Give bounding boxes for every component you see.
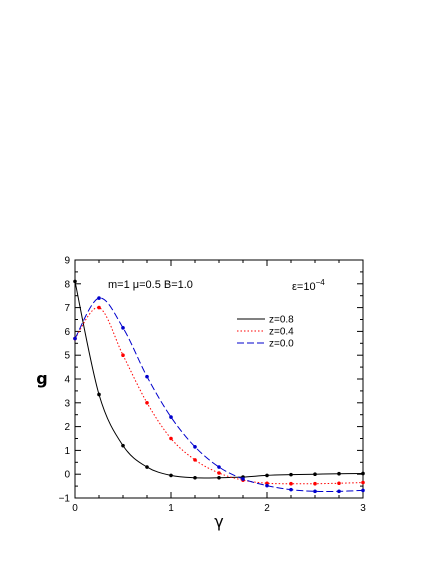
legend: z=0.8z=0.4z=0.0	[237, 315, 294, 350]
series-line-0	[74, 281, 364, 479]
data-point-0	[145, 465, 149, 469]
data-point-1	[193, 458, 197, 462]
data-point-1	[361, 480, 365, 485]
legend-label-2: z=0.0	[269, 339, 294, 350]
x-axis-label: γ	[214, 512, 223, 531]
y-tick-label: 5	[64, 351, 70, 362]
data-point-2	[73, 336, 77, 341]
y-tick-label: 7	[64, 303, 70, 314]
y-tick-label: 0	[64, 470, 70, 481]
data-point-2	[337, 489, 341, 494]
data-point-1	[337, 481, 341, 486]
data-point-2	[121, 326, 125, 330]
y-tick-label: 9	[64, 256, 70, 267]
y-tick-label: 6	[64, 327, 70, 338]
y-tick-label: 2	[64, 422, 70, 433]
x-tick-label: 3	[360, 503, 366, 514]
data-point-0	[313, 472, 317, 477]
y-tick-label: 8	[64, 279, 70, 290]
legend-label-1: z=0.4	[269, 327, 294, 338]
data-point-1	[97, 305, 101, 310]
data-point-1	[289, 481, 293, 486]
data-point-2	[289, 487, 293, 492]
data-point-1	[313, 481, 317, 486]
data-point-1	[169, 436, 173, 441]
epsilon-annotation: ε=10−4	[292, 278, 325, 293]
data-point-2	[169, 415, 173, 419]
parameter-annotation: m=1 μ=0.5 B=1.0	[108, 279, 193, 291]
x-tick-label: 0	[72, 503, 78, 514]
data-point-0	[217, 475, 221, 480]
y-tick-label: 1	[64, 446, 70, 457]
data-point-1	[217, 471, 221, 475]
data-point-0	[97, 392, 101, 397]
legend-label-0: z=0.8	[269, 315, 294, 326]
data-point-2	[193, 445, 197, 449]
x-tick-label: 1	[168, 503, 174, 514]
plot-frame	[74, 259, 364, 499]
data-point-2	[361, 488, 365, 493]
y-tick-label: −1	[59, 494, 71, 505]
data-point-2	[313, 489, 317, 494]
data-point-0	[169, 473, 173, 478]
data-point-0	[73, 279, 77, 284]
epsilon-exponent: −4	[316, 278, 326, 287]
data-point-2	[241, 477, 245, 481]
y-tick-label: 3	[64, 398, 70, 409]
series-line-2	[74, 297, 364, 493]
data-point-0	[289, 472, 293, 477]
data-point-1	[145, 401, 149, 405]
x-tick-label: 2	[264, 503, 270, 514]
data-point-0	[265, 473, 269, 478]
y-tick-label: 4	[64, 375, 70, 386]
data-point-1	[121, 353, 125, 358]
epsilon-base: ε=10	[292, 281, 316, 293]
data-point-0	[361, 471, 365, 476]
data-point-2	[265, 483, 269, 488]
data-point-0	[193, 475, 197, 480]
data-point-2	[217, 465, 221, 469]
data-point-0	[337, 471, 341, 476]
series-layer	[73, 279, 365, 494]
data-point-2	[97, 296, 101, 300]
data-point-2	[145, 374, 149, 379]
data-point-0	[121, 443, 125, 448]
series-line-1	[74, 307, 364, 485]
y-axis-label: g	[36, 369, 47, 388]
